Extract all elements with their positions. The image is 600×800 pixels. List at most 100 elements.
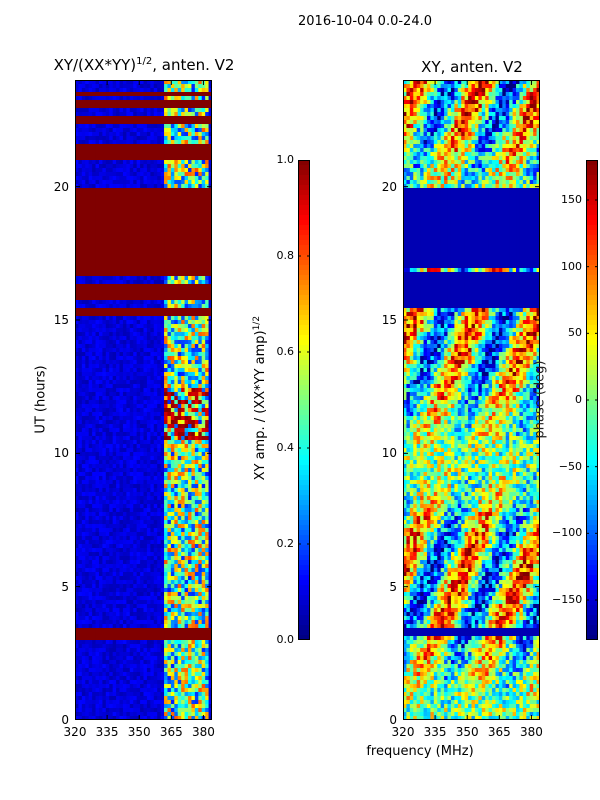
heatmap-cell: [78, 152, 83, 157]
heatmap-cell: [122, 124, 127, 129]
heatmap-cell: [143, 472, 148, 477]
heatmap-cell: [126, 568, 131, 573]
heatmap-cell: [184, 208, 189, 213]
heatmap-cell: [198, 148, 203, 153]
heatmap-cell: [109, 288, 114, 293]
heatmap-cell: [119, 548, 124, 553]
heatmap-cell: [191, 568, 196, 573]
heatmap-cell: [98, 572, 103, 577]
heatmap-cell: [188, 296, 192, 301]
heatmap-cell: [105, 304, 110, 309]
heatmap-cell: [92, 204, 96, 209]
heatmap-cell: [143, 296, 148, 301]
heatmap-cell: [81, 420, 86, 425]
heatmap-cell: [208, 228, 212, 233]
heatmap-cell: [208, 476, 212, 481]
heatmap-cell: [157, 236, 162, 241]
heatmap-cell: [201, 88, 206, 93]
heatmap-cell: [136, 372, 141, 377]
heatmap-cell: [194, 236, 199, 241]
heatmap-cell: [129, 172, 134, 177]
heatmap-cell: [98, 156, 103, 161]
heatmap-cell: [153, 544, 158, 549]
heatmap-cell: [88, 136, 93, 141]
heatmap-cell: [194, 368, 199, 373]
heatmap-cell: [140, 264, 144, 269]
heatmap-cell: [78, 424, 83, 429]
heatmap-cell: [157, 392, 162, 397]
heatmap-cell: [201, 144, 206, 149]
heatmap-cell: [191, 272, 196, 277]
heatmap-cell: [92, 216, 96, 221]
heatmap-cell: [208, 316, 212, 321]
heatmap-cell: [150, 388, 155, 393]
heatmap-cell: [81, 392, 86, 397]
heatmap-cell: [160, 492, 165, 497]
heatmap-cell: [153, 556, 158, 561]
heatmap-cell: [201, 488, 206, 493]
heatmap-cell: [198, 136, 203, 141]
heatmap-cell: [109, 408, 114, 413]
heatmap-cell: [95, 152, 100, 157]
heatmap-cell: [143, 392, 148, 397]
heatmap-cell: [112, 484, 117, 489]
heatmap-cell: [105, 552, 110, 557]
heatmap-cell: [188, 328, 192, 333]
heatmap-cell: [109, 112, 114, 117]
heatmap-cell: [167, 240, 172, 245]
heatmap-cell: [157, 360, 162, 365]
heatmap-cell: [191, 492, 196, 497]
heatmap-cell: [198, 384, 203, 389]
heatmap-cell: [164, 540, 168, 545]
heatmap-cell: [88, 464, 93, 469]
heatmap-cell: [98, 136, 103, 141]
heatmap-cell: [177, 172, 182, 177]
heatmap-cell: [191, 264, 196, 269]
heatmap-cell: [164, 320, 168, 325]
heatmap-cell: [177, 164, 182, 169]
heatmap-cell: [181, 248, 185, 253]
heatmap-cell: [201, 436, 206, 441]
heatmap-cell: [129, 88, 134, 93]
heatmap-cell: [95, 284, 100, 289]
heatmap-cell: [191, 288, 196, 293]
heatmap-cell: [198, 172, 203, 177]
heatmap-cell: [150, 100, 155, 105]
heatmap-cell: [205, 376, 209, 381]
heatmap-cell: [136, 188, 141, 193]
heatmap-cell: [160, 96, 165, 101]
heatmap-cell: [164, 160, 168, 165]
heatmap-cell: [140, 476, 144, 481]
heatmap-cell: [184, 252, 189, 257]
heatmap-cell: [116, 444, 120, 449]
heatmap-cell: [157, 388, 162, 393]
heatmap-cell: [112, 272, 117, 277]
heatmap-cell: [198, 304, 203, 309]
heatmap-cell: [153, 376, 158, 381]
heatmap-cell: [181, 492, 185, 497]
heatmap-cell: [105, 140, 110, 145]
heatmap-cell: [184, 544, 189, 549]
heatmap-cell: [119, 476, 124, 481]
heatmap-cell: [119, 516, 124, 521]
heatmap-cell: [174, 412, 179, 417]
heatmap-cell: [146, 176, 151, 181]
heatmap-cell: [133, 440, 138, 445]
heatmap-cell: [92, 360, 96, 365]
heatmap-cell: [181, 480, 185, 485]
heatmap-cell: [81, 540, 86, 545]
heatmap-cell: [88, 132, 93, 137]
heatmap-cell: [78, 88, 83, 93]
heatmap-cell: [92, 292, 96, 297]
heatmap-cell: [98, 552, 103, 557]
heatmap-cell: [170, 356, 175, 361]
heatmap-cell: [122, 228, 127, 233]
heatmap-cell: [188, 308, 192, 313]
heatmap-cell: [198, 272, 203, 277]
heatmap-cell: [85, 424, 90, 429]
heatmap-cell: [170, 288, 175, 293]
heatmap-cell: [129, 140, 134, 145]
heatmap-cell: [181, 512, 185, 517]
heatmap-cell: [122, 568, 127, 573]
heatmap-cell: [167, 196, 172, 201]
